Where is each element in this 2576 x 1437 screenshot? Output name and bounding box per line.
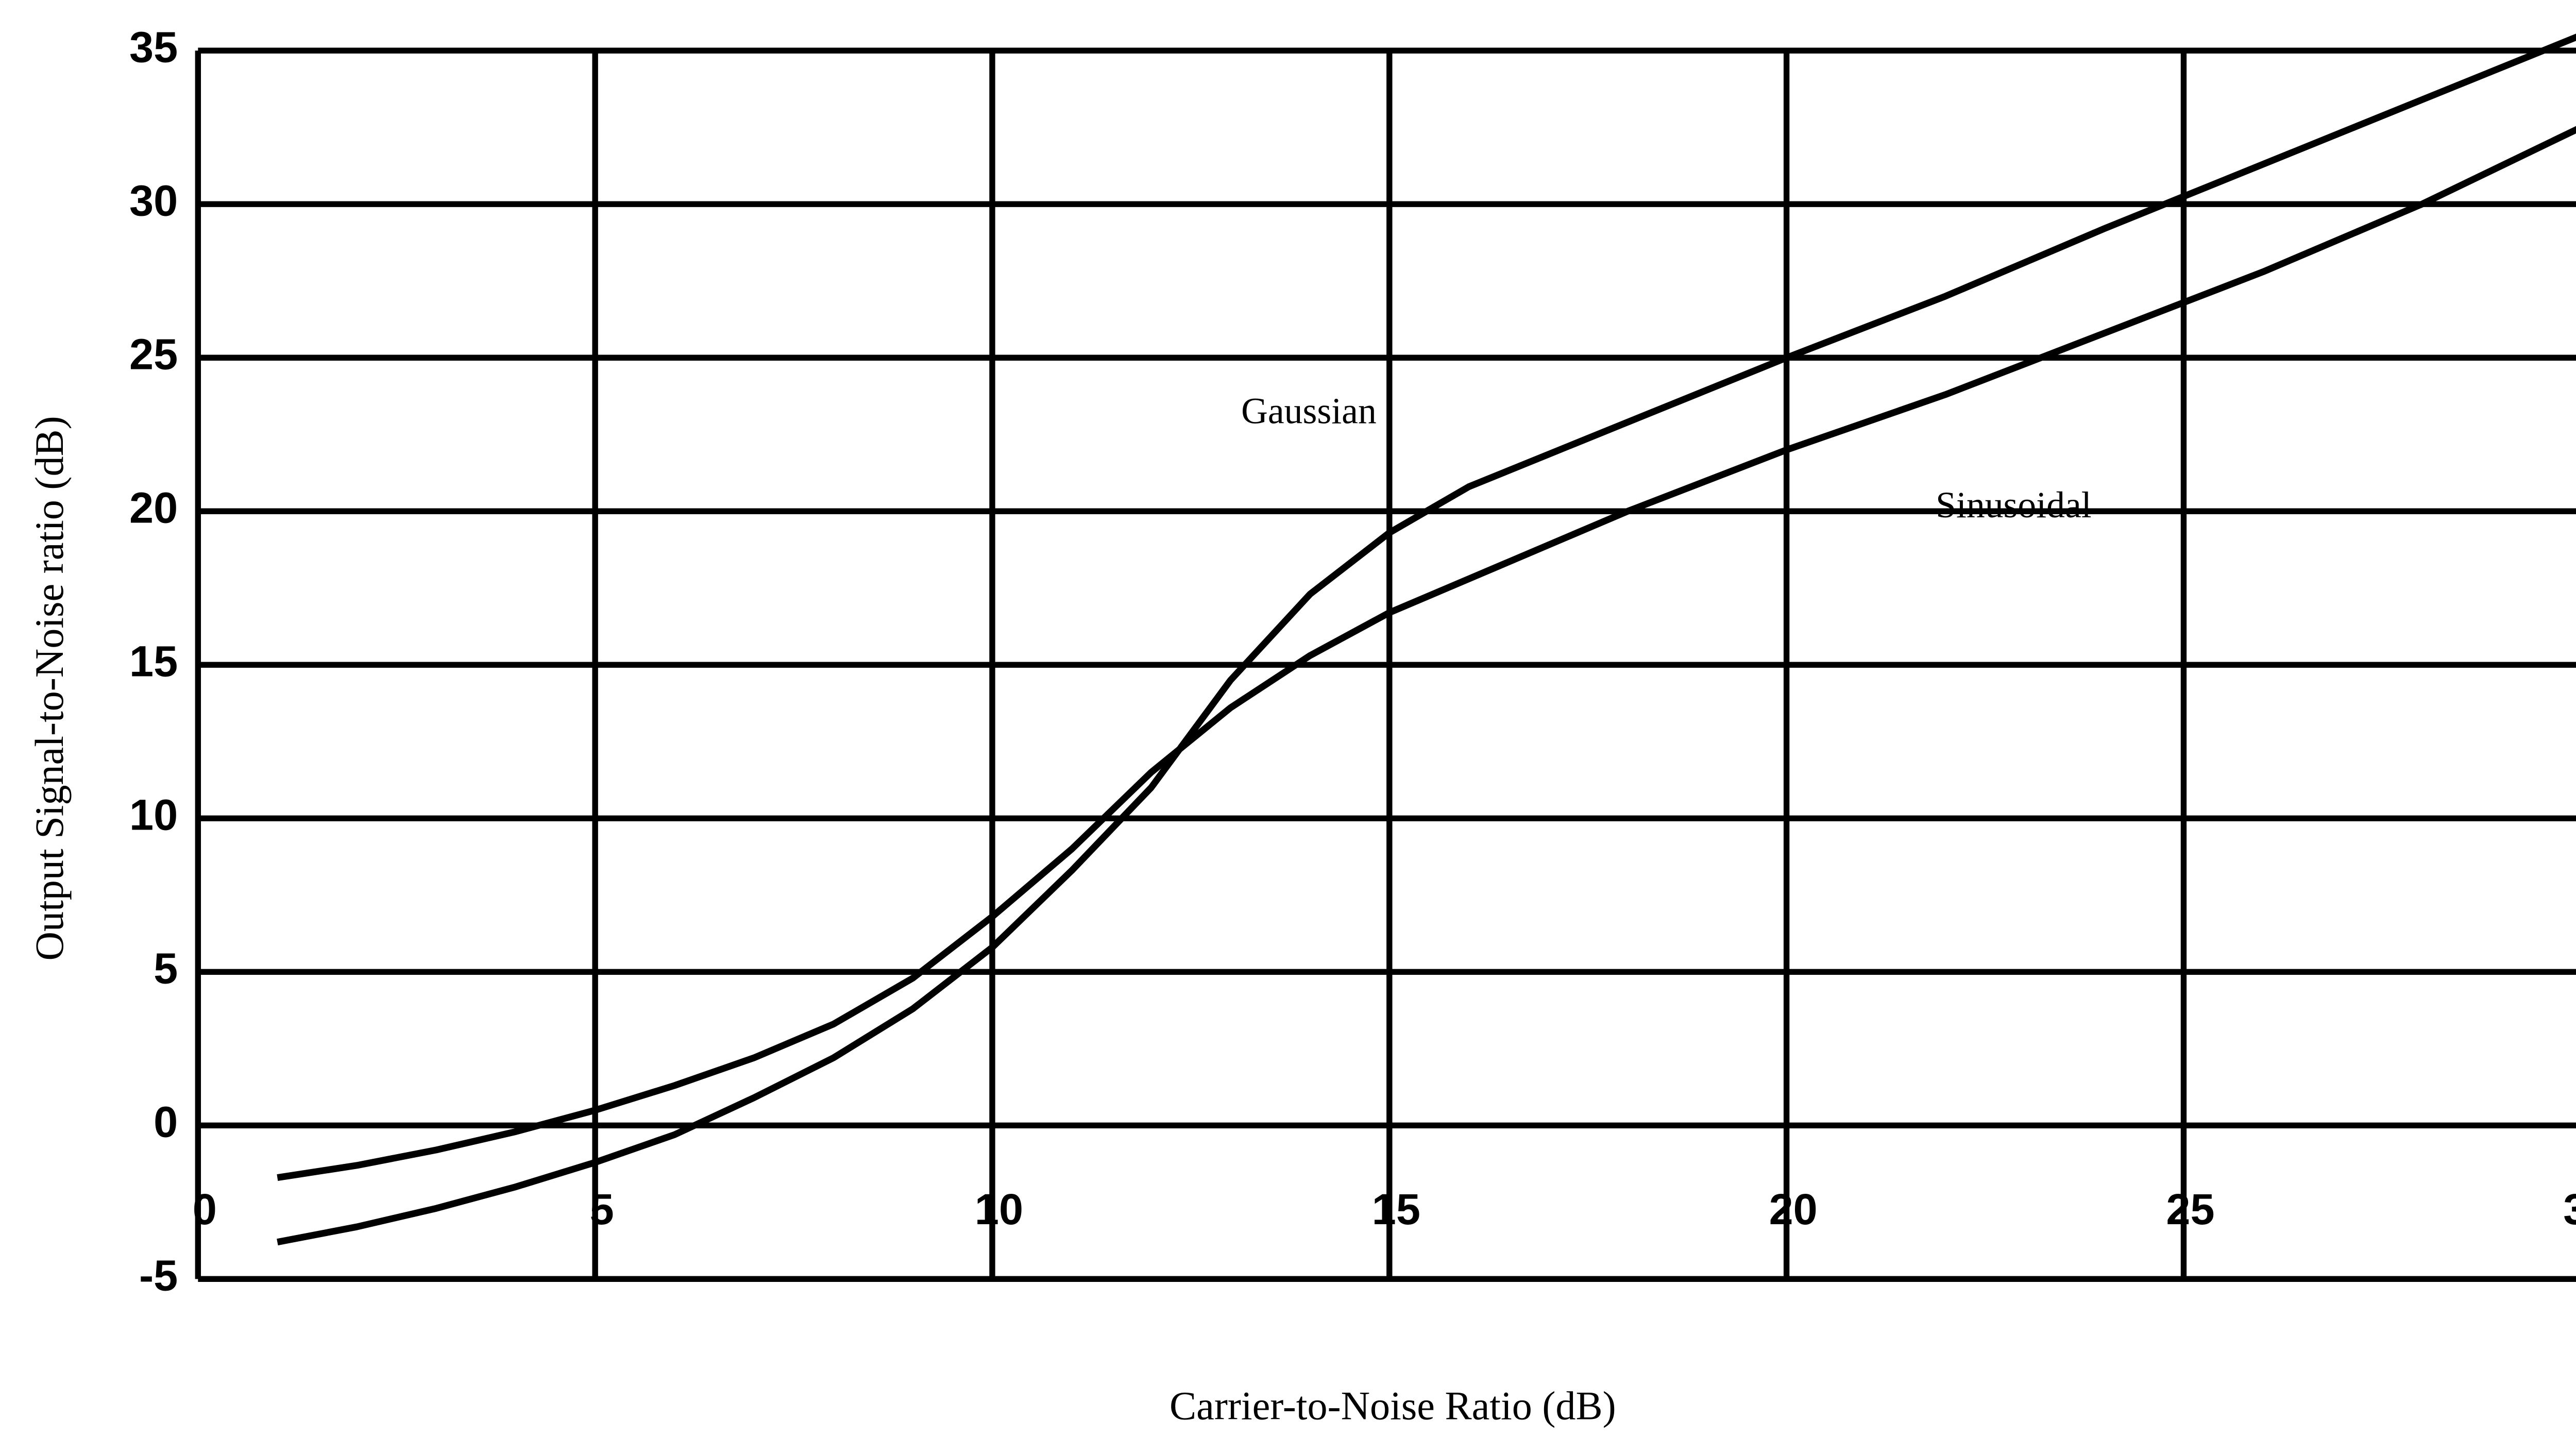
y-tick-label: 0 <box>154 1097 178 1146</box>
x-tick-label: 15 <box>1372 1185 1420 1233</box>
y-axis-label: Output Signal-to-Noise ratio (dB) <box>27 416 72 960</box>
annotation: Sinusoidal <box>1936 485 2092 526</box>
y-tick-label: 20 <box>129 483 178 532</box>
annotation: Gaussian <box>1241 391 1377 431</box>
x-tick-label: 20 <box>1769 1185 1818 1233</box>
y-tick-label: 10 <box>129 790 178 839</box>
y-tick-label: 15 <box>129 637 178 686</box>
x-tick-label: 10 <box>975 1185 1023 1233</box>
x-tick-label: 25 <box>2166 1185 2214 1233</box>
x-tick-label: 30 <box>2563 1185 2576 1233</box>
y-tick-label: 30 <box>129 176 178 225</box>
y-tick-label: -5 <box>139 1251 178 1300</box>
line-series <box>277 126 2576 1181</box>
y-tick-label: 25 <box>129 330 178 379</box>
y-tick-label: 5 <box>154 944 178 993</box>
x-axis-label: Carrier-to-Noise Ratio (dB) <box>1170 1383 1616 1428</box>
y-tick-label: 35 <box>129 23 178 72</box>
line-series <box>277 33 2576 1246</box>
